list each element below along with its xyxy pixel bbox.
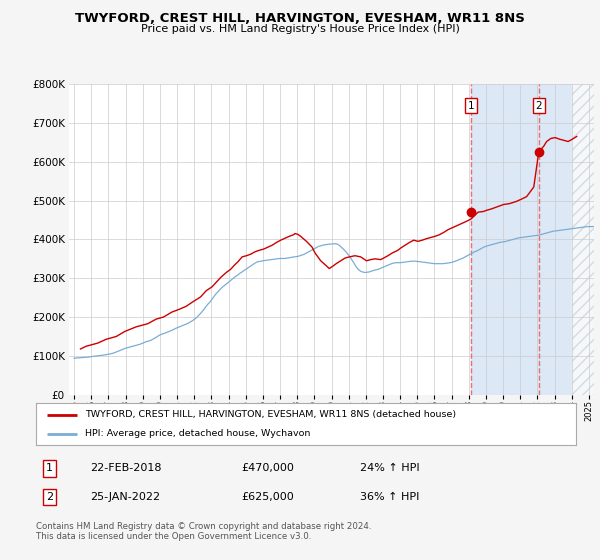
Text: 2: 2 xyxy=(535,101,542,111)
Text: TWYFORD, CREST HILL, HARVINGTON, EVESHAM, WR11 8NS (detached house): TWYFORD, CREST HILL, HARVINGTON, EVESHAM… xyxy=(85,410,456,419)
Bar xyxy=(572,84,594,395)
Text: 25-JAN-2022: 25-JAN-2022 xyxy=(90,492,160,502)
Bar xyxy=(572,84,594,395)
Text: Contains HM Land Registry data © Crown copyright and database right 2024.
This d: Contains HM Land Registry data © Crown c… xyxy=(36,522,371,542)
Text: TWYFORD, CREST HILL, HARVINGTON, EVESHAM, WR11 8NS: TWYFORD, CREST HILL, HARVINGTON, EVESHAM… xyxy=(75,12,525,25)
Text: 22-FEB-2018: 22-FEB-2018 xyxy=(90,464,161,473)
Bar xyxy=(572,84,594,395)
Text: 1: 1 xyxy=(46,464,53,473)
Text: 2: 2 xyxy=(46,492,53,502)
Bar xyxy=(471,84,594,395)
Text: HPI: Average price, detached house, Wychavon: HPI: Average price, detached house, Wych… xyxy=(85,430,310,438)
Text: 24% ↑ HPI: 24% ↑ HPI xyxy=(360,464,419,473)
Text: 1: 1 xyxy=(467,101,474,111)
Text: £625,000: £625,000 xyxy=(241,492,294,502)
Text: 36% ↑ HPI: 36% ↑ HPI xyxy=(360,492,419,502)
Text: Price paid vs. HM Land Registry's House Price Index (HPI): Price paid vs. HM Land Registry's House … xyxy=(140,24,460,34)
Text: £470,000: £470,000 xyxy=(241,464,294,473)
